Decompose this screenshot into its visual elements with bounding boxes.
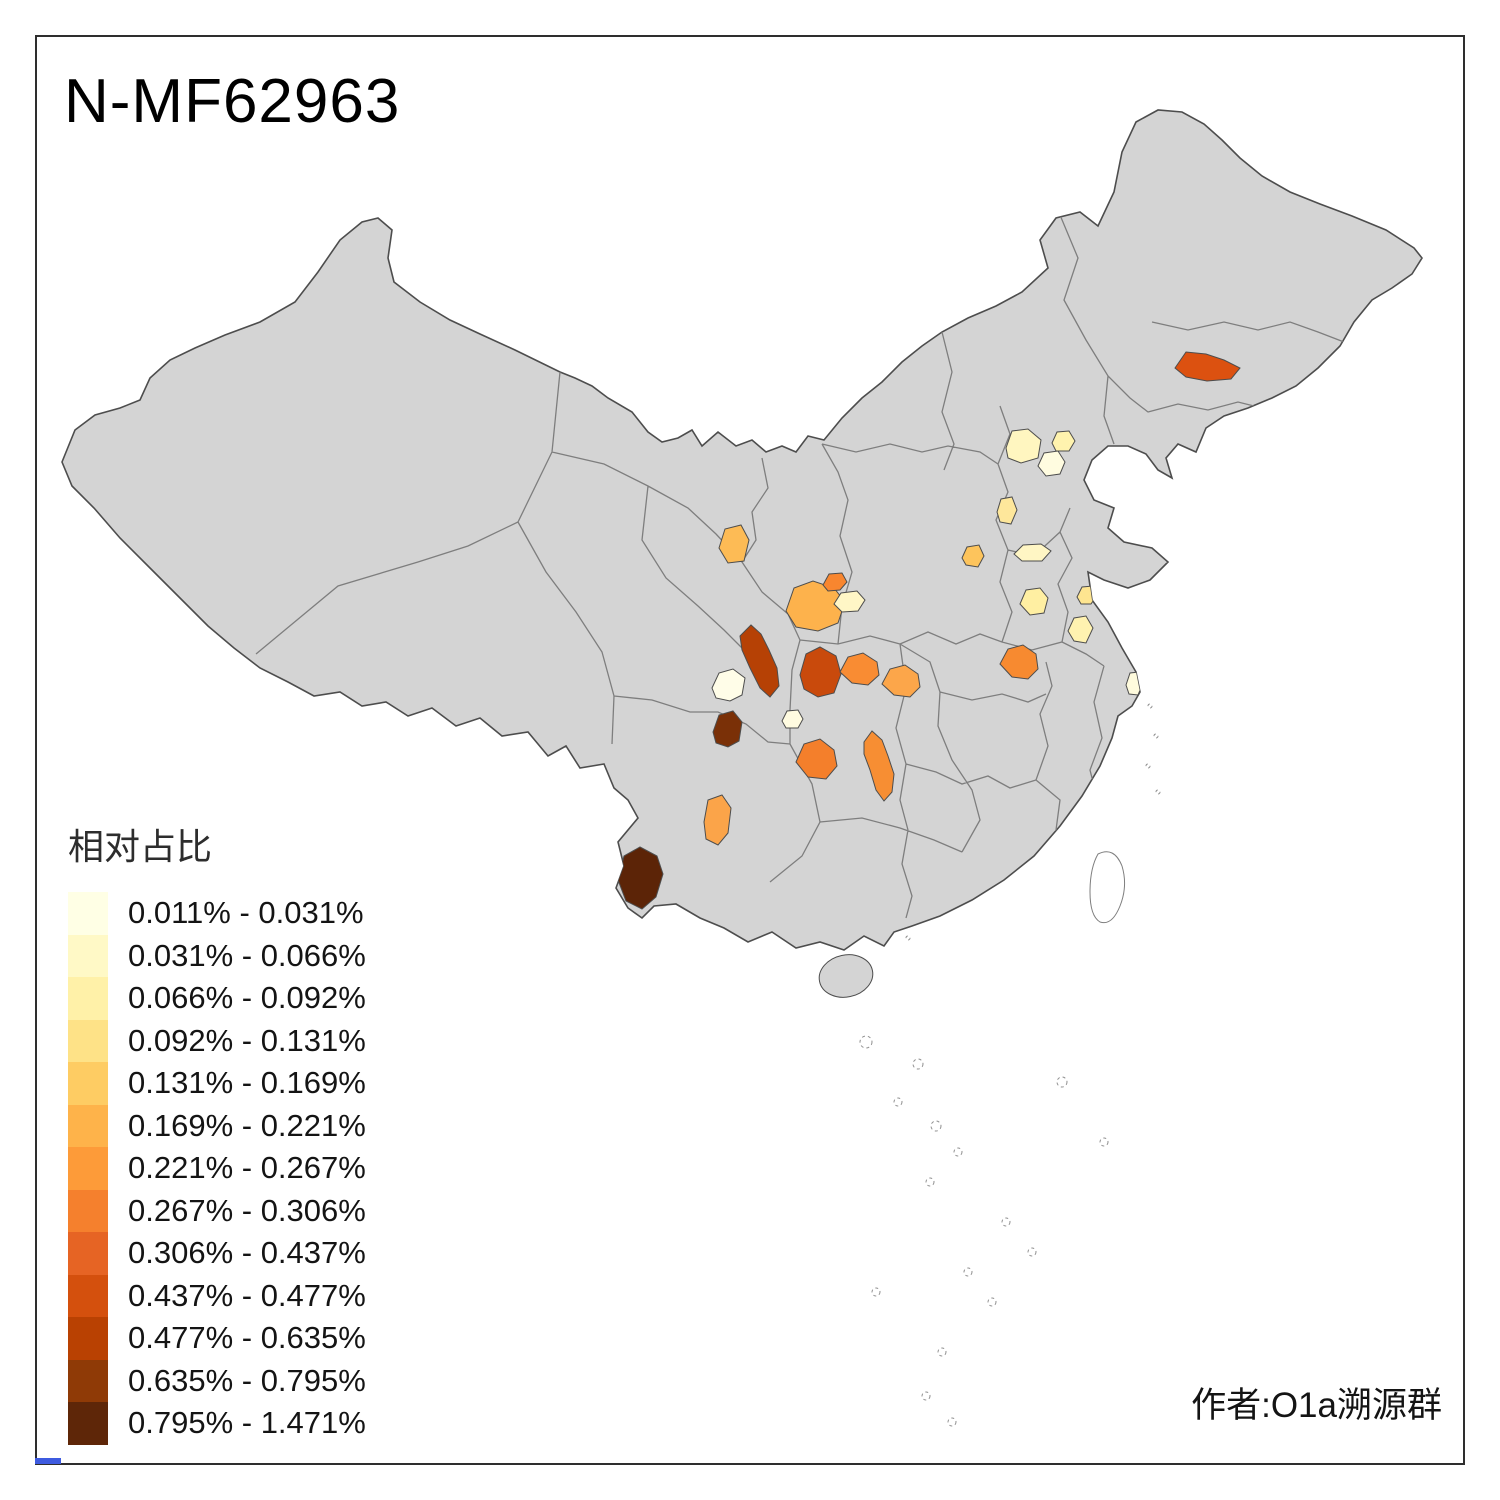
map-region-jilin	[1174, 351, 1241, 382]
legend-entries: 0.011% - 0.031% 0.031% - 0.066% 0.066% - 0…	[68, 892, 366, 1445]
legend-entry: 0.306% - 0.437%	[68, 1232, 366, 1275]
legend-swatch	[68, 1232, 108, 1275]
map-region-sichuan-east	[839, 652, 880, 686]
islet	[921, 1391, 931, 1401]
map-region-gansu-mid	[718, 524, 750, 564]
legend-label: 0.131% - 0.169%	[128, 1065, 366, 1101]
legend-entry: 0.131% - 0.169%	[68, 1062, 366, 1105]
map-region-beijing-a	[1005, 428, 1042, 464]
map-region-jiangsu-pale	[1067, 615, 1094, 644]
legend-swatch	[68, 892, 108, 935]
map-region-chongqing-light	[881, 664, 921, 698]
legend-label: 0.011% - 0.031%	[128, 895, 364, 931]
legend-label: 0.795% - 1.471%	[128, 1405, 366, 1441]
islet	[912, 1058, 924, 1070]
map-region-beijing-b	[1037, 450, 1066, 477]
legend-entry: 0.066% - 0.092%	[68, 977, 366, 1020]
map-region-hebei-south	[996, 496, 1018, 525]
legend-label: 0.092% - 0.131%	[128, 1022, 366, 1058]
legend-swatch	[68, 977, 108, 1020]
legend-swatch	[68, 1062, 108, 1105]
legend-entry: 0.267% - 0.306%	[68, 1189, 366, 1232]
frame-accent-mark	[35, 1458, 61, 1464]
legend-label: 0.306% - 0.437%	[128, 1235, 366, 1271]
legend-entry: 0.635% - 0.795%	[68, 1359, 366, 1402]
map-region-gansu-south-dark	[739, 624, 780, 698]
legend-label: 0.437% - 0.477%	[128, 1277, 366, 1313]
map-region-guizhou	[795, 738, 838, 780]
legend-entry: 0.011% - 0.031%	[68, 892, 366, 935]
islet	[871, 1287, 881, 1297]
legend-entry: 0.169% - 0.221%	[68, 1104, 366, 1147]
islet	[937, 1347, 947, 1357]
legend-entry: 0.221% - 0.267%	[68, 1147, 366, 1190]
legend-entry: 0.031% - 0.066%	[68, 934, 366, 977]
islet	[925, 1177, 935, 1187]
map-region-shanxi-small	[961, 544, 985, 568]
map-region-yunnan-west-dark	[617, 846, 664, 910]
plot-title: N-MF62963	[64, 67, 401, 136]
islet	[1153, 733, 1159, 739]
islet	[953, 1147, 963, 1157]
taiwan-island	[1089, 851, 1126, 924]
islet	[905, 935, 911, 941]
map-region-hunan-west	[863, 730, 895, 802]
map-region-sichuan-west-pale	[711, 668, 746, 702]
map-region-chongqing-cream	[781, 709, 804, 729]
legend-label: 0.169% - 0.221%	[128, 1107, 366, 1143]
legend-entry: 0.437% - 0.477%	[68, 1274, 366, 1317]
legend-swatch	[68, 1274, 108, 1317]
legend-label: 0.066% - 0.092%	[128, 980, 366, 1016]
plot-frame	[35, 35, 1465, 1465]
islet	[1099, 1137, 1109, 1147]
map-region-shaanxi-top	[822, 572, 848, 592]
highlighted-regions	[617, 351, 1241, 910]
legend-swatch	[68, 1147, 108, 1190]
islet	[1147, 703, 1153, 709]
legend-entry: 0.795% - 1.471%	[68, 1402, 366, 1445]
legend-swatch	[68, 1019, 108, 1062]
legend-title: 相对占比	[68, 826, 213, 867]
legend-label: 0.635% - 0.795%	[128, 1362, 366, 1398]
legend-entry: 0.477% - 0.635%	[68, 1317, 366, 1360]
map-region-shaanxi-cream	[833, 590, 866, 613]
legend-entry: 0.092% - 0.131%	[68, 1019, 366, 1062]
attribution: 作者:O1a溯源群	[1191, 1386, 1442, 1425]
province-borders	[255, 214, 1345, 919]
hainan-island	[818, 954, 874, 998]
legend-label: 0.477% - 0.635%	[128, 1320, 366, 1356]
islet	[1145, 763, 1151, 769]
map-region-beijing-c	[1051, 430, 1076, 452]
legend-swatch	[68, 1104, 108, 1147]
islet	[1155, 789, 1161, 795]
islet	[1001, 1217, 1011, 1227]
legend-swatch	[68, 1189, 108, 1232]
islet	[947, 1417, 957, 1427]
map-region-shandong-pale-a	[1019, 587, 1049, 616]
islet	[859, 1035, 873, 1049]
legend: 相对占比 0.011% - 0.031% 0.031% - 0.066% 0.066…	[68, 818, 366, 1445]
map-region-henan	[999, 644, 1039, 680]
legend-label: 0.031% - 0.066%	[128, 937, 366, 973]
legend-swatch	[68, 1359, 108, 1402]
islet	[963, 1267, 973, 1277]
south-china-sea-islands	[859, 703, 1161, 1427]
map-region-yunnan-ne	[703, 794, 732, 846]
islet	[893, 1097, 903, 1107]
islet	[1027, 1247, 1037, 1257]
islet	[930, 1120, 942, 1132]
legend-label: 0.221% - 0.267%	[128, 1150, 366, 1186]
legend-swatch	[68, 1317, 108, 1360]
islet	[1056, 1076, 1068, 1088]
map-region-hebei-strip	[1013, 543, 1052, 562]
islet	[987, 1297, 997, 1307]
legend-swatch	[68, 934, 108, 977]
map-region-chengdu-red	[799, 646, 842, 698]
map-region-sichuan-dark	[712, 710, 743, 748]
legend-label: 0.267% - 0.306%	[128, 1192, 366, 1228]
legend-swatch	[68, 1402, 108, 1445]
